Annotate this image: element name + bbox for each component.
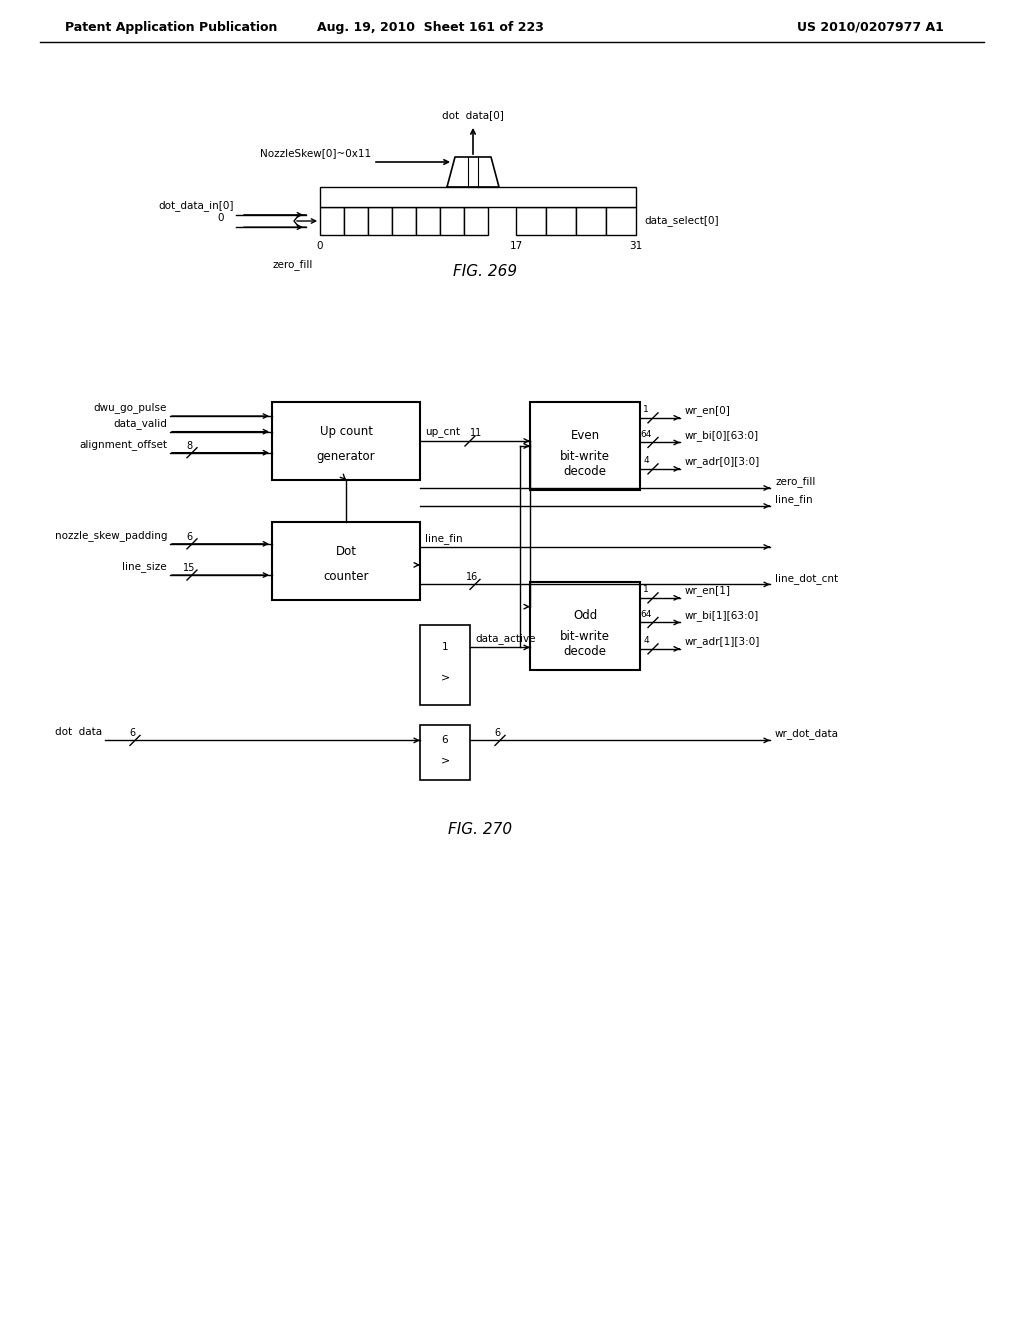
Bar bbox=[530, 403, 640, 490]
Bar bbox=[606, 207, 636, 235]
Bar bbox=[464, 207, 488, 235]
Text: 64: 64 bbox=[640, 610, 651, 619]
Text: 15: 15 bbox=[183, 564, 196, 573]
Text: 6: 6 bbox=[441, 735, 449, 746]
Text: counter: counter bbox=[324, 570, 369, 583]
Text: 17: 17 bbox=[509, 242, 522, 251]
Text: dot  data: dot data bbox=[55, 727, 102, 738]
Text: zero_fill: zero_fill bbox=[775, 477, 815, 487]
Bar bbox=[546, 207, 575, 235]
Text: 1: 1 bbox=[643, 405, 649, 414]
Text: wr_bi[0][63:0]: wr_bi[0][63:0] bbox=[685, 430, 759, 441]
Text: 6: 6 bbox=[129, 729, 135, 738]
Text: 4: 4 bbox=[643, 636, 649, 645]
Text: bit-write
decode: bit-write decode bbox=[560, 630, 610, 657]
Text: 6: 6 bbox=[186, 532, 193, 541]
Text: zero_fill: zero_fill bbox=[272, 260, 313, 271]
Bar bbox=[440, 207, 464, 235]
Text: Aug. 19, 2010  Sheet 161 of 223: Aug. 19, 2010 Sheet 161 of 223 bbox=[316, 21, 544, 33]
Text: 11: 11 bbox=[470, 428, 482, 438]
Text: Even: Even bbox=[570, 429, 600, 442]
Bar bbox=[272, 521, 420, 601]
Text: 31: 31 bbox=[630, 242, 643, 251]
Text: 0: 0 bbox=[316, 242, 324, 251]
Bar bbox=[420, 725, 470, 780]
Text: up_cnt: up_cnt bbox=[425, 428, 460, 438]
Text: line_fin: line_fin bbox=[775, 495, 813, 506]
Text: >: > bbox=[440, 756, 450, 766]
Text: Dot: Dot bbox=[336, 545, 356, 558]
Text: wr_bi[1][63:0]: wr_bi[1][63:0] bbox=[685, 610, 759, 620]
Bar bbox=[416, 207, 440, 235]
Text: wr_dot_data: wr_dot_data bbox=[775, 727, 839, 739]
Text: dwu_go_pulse: dwu_go_pulse bbox=[93, 403, 167, 413]
Text: line_size: line_size bbox=[123, 561, 167, 573]
Text: data_valid: data_valid bbox=[113, 418, 167, 429]
Text: FIG. 269: FIG. 269 bbox=[453, 264, 517, 280]
Text: line_fin: line_fin bbox=[425, 533, 463, 544]
Text: dot  data[0]: dot data[0] bbox=[442, 110, 504, 120]
Text: 0: 0 bbox=[217, 213, 224, 223]
Text: dot_data_in[0]: dot_data_in[0] bbox=[159, 201, 234, 211]
Text: alignment_offset: alignment_offset bbox=[79, 440, 167, 450]
Text: wr_en[0]: wr_en[0] bbox=[685, 405, 731, 416]
Text: 8: 8 bbox=[186, 441, 193, 450]
Text: Up count: Up count bbox=[319, 425, 373, 438]
Text: Odd: Odd bbox=[572, 609, 597, 622]
Bar bbox=[420, 624, 470, 705]
Text: NozzleSkew[0]~0x11: NozzleSkew[0]~0x11 bbox=[260, 148, 371, 158]
Text: US 2010/0207977 A1: US 2010/0207977 A1 bbox=[797, 21, 943, 33]
Bar bbox=[319, 187, 636, 207]
Text: 4: 4 bbox=[643, 457, 649, 466]
Bar bbox=[344, 207, 368, 235]
Text: 1: 1 bbox=[643, 585, 649, 594]
Text: FIG. 270: FIG. 270 bbox=[447, 822, 512, 837]
Bar bbox=[392, 207, 416, 235]
Text: 1: 1 bbox=[441, 643, 449, 652]
Bar bbox=[272, 403, 420, 480]
Text: bit-write
decode: bit-write decode bbox=[560, 450, 610, 478]
Text: 6: 6 bbox=[494, 729, 500, 738]
Text: generator: generator bbox=[316, 450, 376, 463]
Text: 16: 16 bbox=[466, 573, 478, 582]
Text: >: > bbox=[440, 672, 450, 682]
Text: wr_en[1]: wr_en[1] bbox=[685, 585, 731, 597]
Text: 64: 64 bbox=[640, 430, 651, 440]
Text: wr_adr[0][3:0]: wr_adr[0][3:0] bbox=[685, 457, 760, 467]
Bar bbox=[530, 582, 640, 671]
Text: data_select[0]: data_select[0] bbox=[644, 215, 719, 227]
Bar bbox=[575, 207, 606, 235]
Bar bbox=[368, 207, 392, 235]
Bar bbox=[516, 207, 546, 235]
Text: line_dot_cnt: line_dot_cnt bbox=[775, 573, 838, 583]
Text: nozzle_skew_padding: nozzle_skew_padding bbox=[54, 531, 167, 541]
Text: data_active: data_active bbox=[475, 634, 536, 644]
Bar bbox=[319, 207, 344, 235]
Text: wr_adr[1][3:0]: wr_adr[1][3:0] bbox=[685, 636, 761, 647]
Text: Patent Application Publication: Patent Application Publication bbox=[65, 21, 278, 33]
